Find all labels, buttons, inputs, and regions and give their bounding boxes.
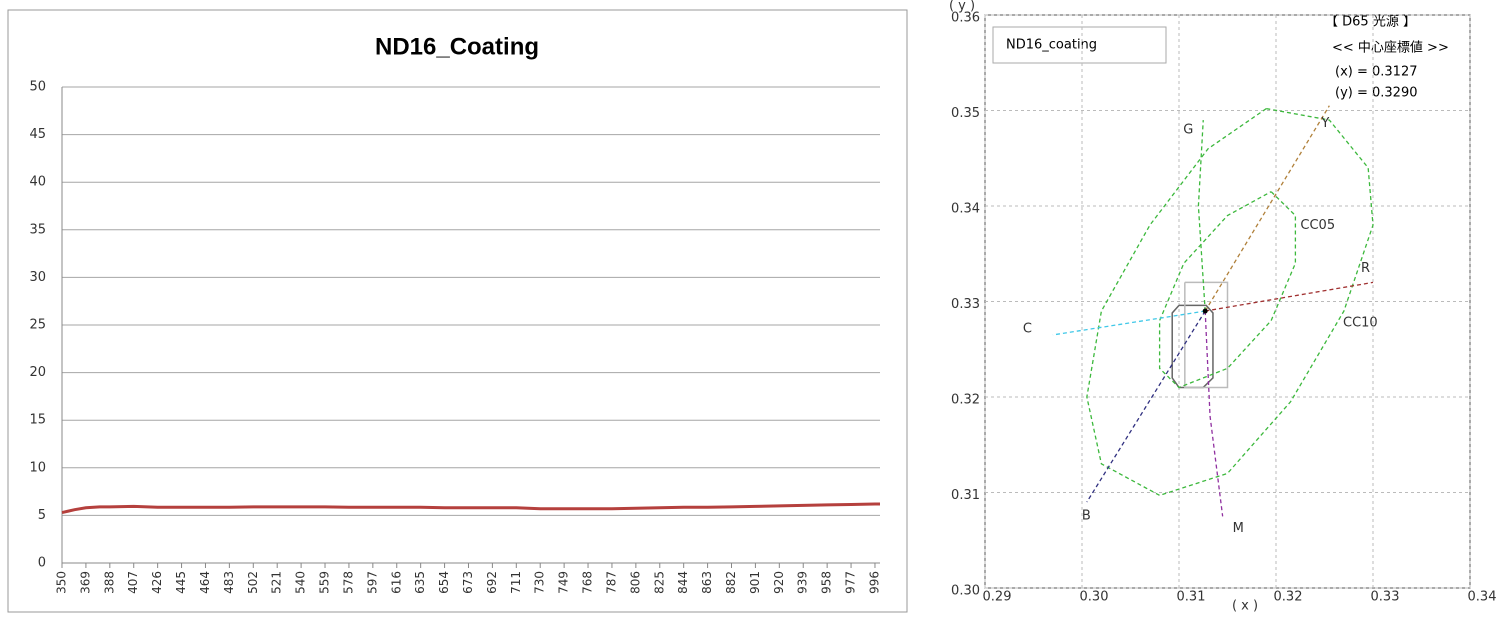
y-tick-label: 10: [29, 460, 46, 475]
series-label: B: [1082, 509, 1091, 524]
x-tick-label: 483: [222, 571, 236, 594]
x-tick-label: 806: [628, 571, 642, 594]
x-tick-label: 350: [55, 571, 69, 594]
annotation: (y) = 0.3290: [1335, 86, 1417, 101]
series-label: R: [1361, 261, 1370, 276]
locus: [1086, 107, 1374, 497]
x-tick-label: 578: [341, 571, 355, 594]
y-tick-label: 50: [29, 80, 46, 95]
x-tick-label: 426: [150, 571, 164, 594]
chart-title: ND16_Coating: [375, 33, 539, 60]
locus: [1086, 310, 1206, 503]
x-tick-label: 673: [461, 571, 475, 594]
x-tick-label: 939: [796, 571, 810, 594]
x-tick-label: 654: [437, 571, 451, 594]
locus: [1205, 281, 1374, 312]
x-tick-label: 844: [676, 571, 690, 594]
y-tick-label: 0.35: [951, 106, 980, 121]
x-tick-label: 407: [126, 571, 140, 594]
y-tick-label: 35: [29, 222, 46, 237]
x-tick-label: 863: [700, 571, 714, 594]
x-tick-label: 502: [246, 571, 260, 594]
annotation: 【 D65 光源 】: [1325, 15, 1416, 30]
x-tick-label: 445: [174, 571, 188, 594]
x-tick-label: 464: [198, 571, 212, 594]
annotation: (x) = 0.3127: [1335, 65, 1417, 80]
data-line: [61, 502, 880, 515]
series-label: Y: [1320, 116, 1329, 131]
y-tick-label: 15: [29, 413, 46, 428]
y-tick-label: 30: [29, 270, 46, 285]
x-tick-label: 825: [652, 571, 666, 594]
locus: [1052, 310, 1206, 336]
x-tick-label: 559: [318, 571, 332, 594]
y-tick-label: 20: [29, 365, 46, 380]
locus: [1204, 105, 1330, 312]
legend-entry: ND16_coating: [1006, 38, 1097, 53]
annotation: << 中心座標値 >>: [1332, 40, 1449, 56]
series-label: C: [1023, 321, 1032, 336]
x-tick-label: 768: [581, 571, 595, 594]
x-tick-label: 996: [867, 571, 881, 594]
y-tick-label: 40: [29, 175, 46, 190]
series-label: G: [1183, 123, 1193, 138]
y-tick-label: 0.30: [951, 584, 980, 599]
x-tick-label: 749: [557, 571, 571, 594]
x-tick-label: 597: [365, 571, 379, 594]
x-tick-label: 0.33: [1371, 590, 1400, 605]
y-tick-label: 0.36: [951, 11, 980, 26]
x-tick-label: 0.34: [1468, 590, 1497, 605]
locus: [1197, 120, 1206, 312]
y-tick-label: 5: [38, 508, 46, 523]
x-tick-label: 521: [270, 571, 284, 594]
x-tick-label: 882: [724, 571, 738, 594]
y-tick-label: 0.33: [951, 297, 980, 312]
legend-box: [992, 26, 1167, 64]
locus: [1184, 281, 1229, 389]
series-label: CC05: [1300, 218, 1335, 233]
x-tick-label: 369: [78, 571, 92, 594]
y-tick-label: 0: [38, 556, 46, 571]
x-tick-label: 920: [772, 571, 786, 594]
locus: [1158, 191, 1297, 389]
x-tick-label: 635: [413, 571, 427, 594]
x-axis-label: ( x ): [1232, 599, 1258, 614]
y-tick-label: 0.31: [951, 488, 980, 503]
y-tick-label: 0.32: [951, 393, 980, 408]
x-tick-label: 388: [102, 571, 116, 594]
x-tick-label: 0.29: [983, 590, 1012, 605]
x-tick-label: 540: [294, 571, 308, 594]
y-tick-label: 25: [29, 318, 46, 333]
series-label: M: [1233, 521, 1244, 536]
x-tick-label: 958: [820, 571, 834, 594]
x-tick-label: 692: [485, 571, 499, 594]
series-label: CC10: [1343, 316, 1378, 331]
y-tick-label: 0.34: [951, 202, 980, 217]
x-tick-label: 730: [533, 571, 547, 594]
x-tick-label: 0.30: [1080, 590, 1109, 605]
y-axis-label: ( y ): [949, 0, 975, 14]
x-tick-label: 977: [844, 571, 858, 594]
x-tick-label: 0.32: [1274, 590, 1303, 605]
chart-frame: [7, 9, 908, 613]
x-tick-label: 901: [748, 571, 762, 594]
x-tick-label: 0.31: [1177, 590, 1206, 605]
x-tick-label: 711: [509, 571, 523, 594]
x-tick-label: 616: [389, 571, 403, 594]
x-tick-label: 787: [604, 571, 618, 594]
center-point: [1202, 308, 1208, 314]
y-tick-label: 45: [29, 127, 46, 142]
locus: [1204, 311, 1224, 517]
